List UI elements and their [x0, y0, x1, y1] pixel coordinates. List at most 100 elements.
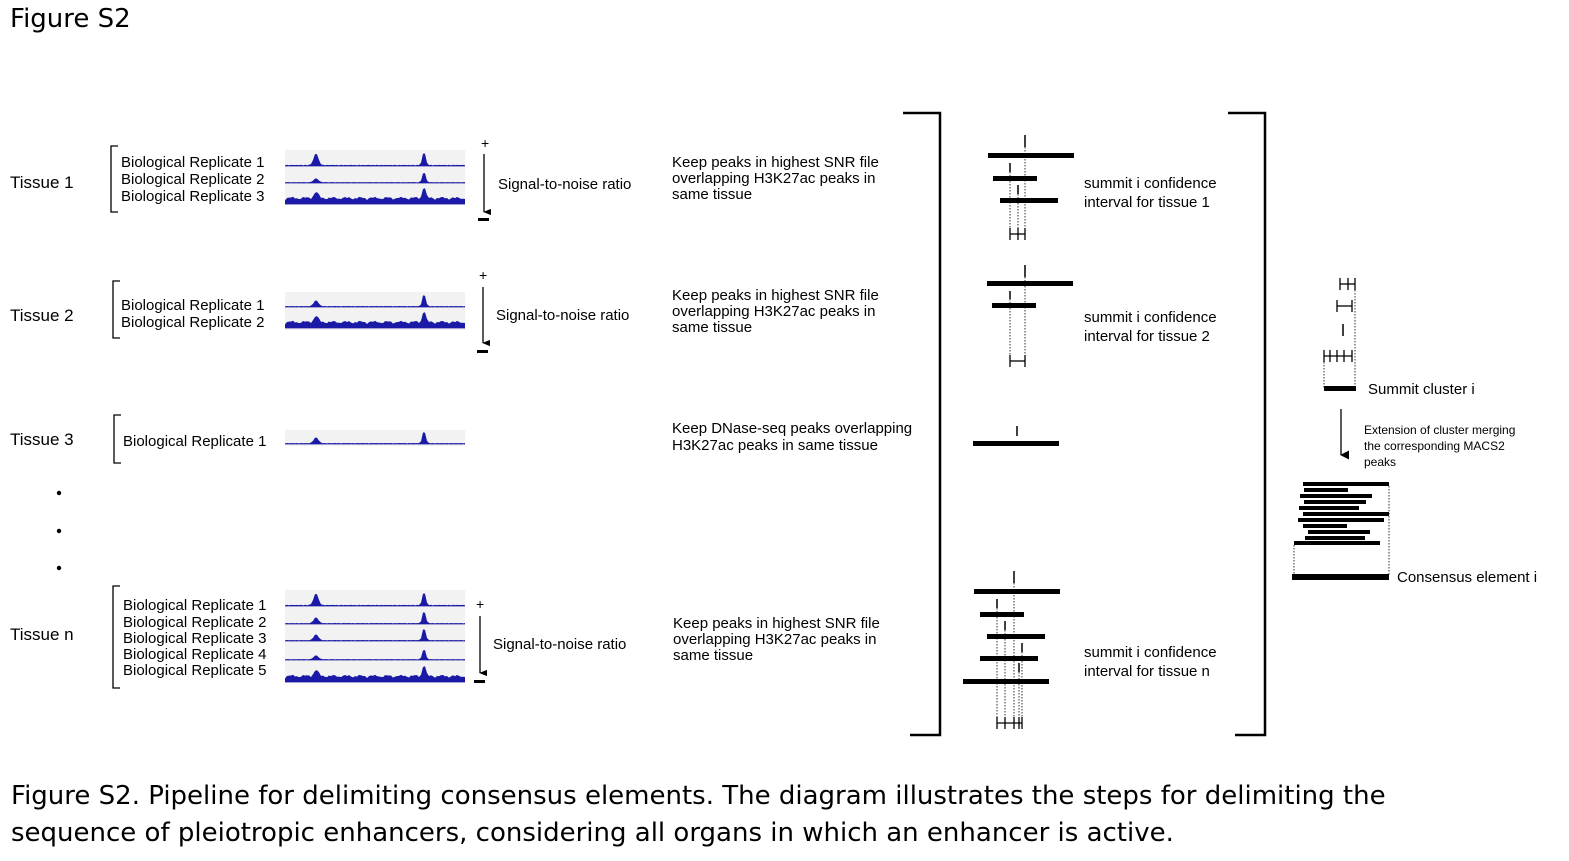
minus-sign — [477, 350, 488, 353]
track-signal — [285, 666, 465, 682]
signal-track — [285, 650, 465, 661]
pipeline-diagram: Tissue 1 Biological Replicate 1 Biologic… — [10, 111, 1537, 737]
ci-label: interval for tissue n — [1084, 663, 1210, 680]
peak-bar — [973, 441, 1059, 446]
tissue-label: Tissue 1 — [10, 173, 74, 192]
step-text: Keep DNase-seq peaks overlapping — [672, 420, 912, 437]
replicate-label: Biological Replicate 1 — [123, 433, 266, 450]
projection-lines — [996, 583, 1023, 723]
grouping-bracket-right — [1228, 111, 1267, 737]
track-signal — [285, 188, 465, 204]
figure-title: Figure S2 — [10, 4, 131, 34]
minus-sign — [478, 218, 489, 221]
step-text: same tissue — [672, 186, 752, 203]
consensus-label: Consensus element i — [1397, 569, 1537, 586]
signal-tracks — [285, 292, 465, 330]
replicate-label: Biological Replicate 2 — [123, 614, 266, 631]
plus-sign: + — [479, 267, 487, 283]
tissue-label: Tissue n — [10, 625, 74, 644]
peak-bars — [987, 265, 1073, 367]
confidence-interval — [1339, 278, 1356, 290]
peak-bar — [1000, 198, 1058, 203]
minus-sign — [474, 680, 485, 683]
peak-bar — [974, 589, 1060, 594]
signal-tracks — [285, 150, 465, 205]
summit-cluster-bar — [1324, 386, 1356, 391]
extension-text: the corresponding MACS2 — [1364, 439, 1505, 453]
consensus-element-bar — [1292, 574, 1389, 580]
figure-caption: Figure S2. Pipeline for delimiting conse… — [11, 778, 1531, 852]
signal-track — [285, 153, 465, 167]
replicate-label: Biological Replicate 1 — [121, 154, 264, 171]
step-text: overlapping H3K27ac peaks in — [673, 631, 876, 648]
peak-bars — [973, 426, 1059, 446]
caption-line: sequence of pleiotropic enhancers, consi… — [11, 818, 1174, 848]
caption-line: Figure S2. Pipeline for delimiting conse… — [11, 781, 1386, 811]
grouping-bracket-right — [903, 111, 942, 737]
track-background — [285, 430, 465, 446]
macs2-peaks — [1294, 482, 1389, 545]
step-text: overlapping H3K27ac peaks in — [672, 303, 875, 320]
summit-cluster-panel: Summit cluster i Extension of cluster me… — [1292, 278, 1537, 586]
peak-bar — [987, 634, 1045, 639]
projection-lines — [1323, 290, 1356, 388]
tissue-n-row: Tissue n Biological Replicate 1 Biologic… — [10, 571, 1217, 729]
replicate-label: Biological Replicate 4 — [123, 646, 266, 663]
confidence-interval — [1323, 350, 1353, 362]
replicate-label: Biological Replicate 2 — [121, 171, 264, 188]
peak-bars — [963, 571, 1060, 729]
signal-track — [285, 312, 465, 329]
peak-bar — [992, 303, 1036, 308]
ci-label: summit i confidence — [1084, 175, 1217, 192]
tissue-1-row: Tissue 1 Biological Replicate 1 Biologic… — [10, 135, 1217, 240]
ellipsis-dots — [56, 490, 62, 571]
replicate-bracket — [113, 414, 121, 464]
confidence-interval — [1009, 228, 1026, 240]
signal-track — [285, 666, 465, 683]
extension-text: Extension of cluster merging — [1364, 423, 1515, 437]
peak-bar — [993, 176, 1037, 181]
ci-label: interval for tissue 1 — [1084, 194, 1210, 211]
track-background — [285, 150, 465, 205]
step-text: Keep peaks in highest SNR file — [672, 154, 879, 171]
track-signal — [285, 312, 465, 328]
step-text: overlapping H3K27ac peaks in — [672, 170, 875, 187]
confidence-interval — [1336, 300, 1353, 312]
signal-track — [285, 432, 465, 445]
tissue-3-row: Tissue 3 Biological Replicate 1 Keep DNa… — [10, 414, 1059, 464]
tissue-label: Tissue 3 — [10, 430, 74, 449]
projection-lines — [1009, 277, 1026, 361]
replicate-label: Biological Replicate 3 — [123, 630, 266, 647]
replicate-bracket — [112, 280, 120, 339]
confidence-interval — [1009, 355, 1026, 367]
tissue-2-row: Tissue 2 Biological Replicate 1 Biologic… — [10, 265, 1217, 367]
signal-track — [285, 629, 465, 642]
step-text: same tissue — [673, 647, 753, 664]
snr-label: Signal-to-noise ratio — [493, 636, 626, 653]
peak-bar — [980, 656, 1038, 661]
replicate-label: Biological Replicate 3 — [121, 188, 264, 205]
signal-track — [285, 188, 465, 205]
signal-track — [285, 612, 465, 625]
step-text: Keep peaks in highest SNR file — [673, 615, 880, 632]
step-text: H3K27ac peaks in same tissue — [672, 437, 878, 454]
projection-lines — [1009, 147, 1026, 234]
signal-track — [285, 173, 465, 184]
replicate-label: Biological Replicate 2 — [121, 314, 264, 331]
plus-sign: + — [476, 596, 484, 612]
snr-label: Signal-to-noise ratio — [496, 307, 629, 324]
replicate-bracket — [112, 585, 120, 689]
peak-bar — [987, 281, 1073, 286]
replicate-label: Biological Replicate 1 — [123, 597, 266, 614]
peak-bar — [988, 153, 1074, 158]
plus-sign: + — [481, 135, 489, 151]
signal-tracks — [285, 590, 465, 683]
peak-bar — [980, 612, 1024, 617]
replicate-label: Biological Replicate 1 — [121, 297, 264, 314]
ci-label: summit i confidence — [1084, 644, 1217, 661]
replicate-label: Biological Replicate 5 — [123, 662, 266, 679]
projection-lines — [1293, 486, 1390, 575]
confidence-interval — [996, 717, 1023, 729]
tissue-label: Tissue 2 — [10, 306, 74, 325]
ci-label: interval for tissue 2 — [1084, 328, 1210, 345]
